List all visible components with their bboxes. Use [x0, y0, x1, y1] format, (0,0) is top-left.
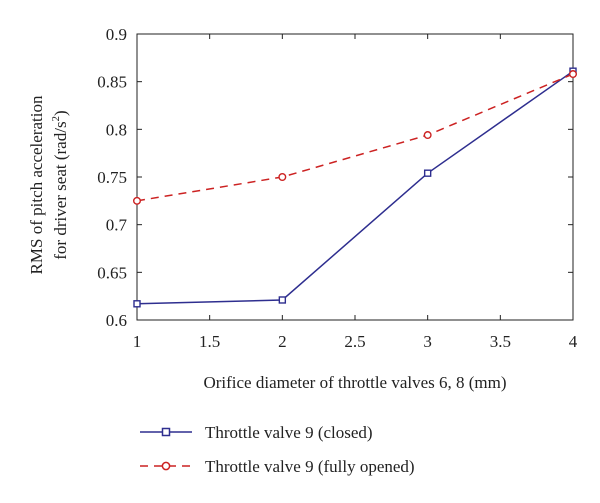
y-axis-label-superscript: 2	[50, 116, 62, 122]
series-line-1	[136, 73, 574, 202]
data-point-square	[133, 300, 141, 308]
x-tick-label: 3.5	[490, 332, 511, 351]
y-tick-label: 0.8	[106, 120, 127, 139]
series-line-0	[136, 70, 574, 305]
legend-label-opened: Throttle valve 9 (fully opened)	[205, 457, 415, 476]
plot-area: 1 1.5 2 2.5 3 3.5 4 0.6 0.65 0.7 0.75 0.8 0.85 0.9	[97, 25, 578, 351]
y-axis-ticks: 0.6 0.65 0.7 0.75 0.8 0.85 0.9	[97, 25, 573, 330]
data-point-circle	[132, 196, 141, 205]
data-point-square	[278, 296, 287, 304]
data-point-circle	[278, 172, 287, 181]
legend-marker-closed	[161, 427, 171, 437]
legend-marker-opened	[161, 461, 171, 471]
x-axis-label: Orifice diameter of throttle valves 6, 8…	[203, 373, 506, 392]
legend-label-closed: Throttle valve 9 (closed)	[205, 423, 373, 442]
data-point-circle	[569, 70, 578, 79]
x-axis-ticks: 1 1.5 2 2.5 3 3.5 4	[133, 34, 578, 351]
legend-item-closed: Throttle valve 9 (closed)	[140, 423, 373, 442]
data-point-circle	[423, 131, 432, 140]
y-tick-label: 0.65	[97, 263, 127, 282]
y-axis-label-line2: for driver seat (rad/s2)	[50, 110, 70, 259]
y-tick-label: 0.6	[106, 311, 127, 330]
series-layer	[132, 67, 578, 308]
y-axis-label-line2-suffix: )	[51, 110, 70, 116]
y-tick-label: 0.85	[97, 73, 127, 92]
x-tick-label: 4	[569, 332, 578, 351]
y-axis-label-line2-prefix: for driver seat (rad/s	[51, 121, 70, 259]
x-tick-label: 3	[423, 332, 432, 351]
plot-frame	[136, 33, 574, 321]
y-axis-label-line1: RMS of pitch acceleration	[27, 95, 46, 274]
x-tick-label: 2	[278, 332, 287, 351]
x-tick-label: 1	[133, 332, 142, 351]
data-point-square	[423, 169, 432, 177]
legend: Throttle valve 9 (closed) Throttle valve…	[140, 423, 415, 476]
legend-item-opened: Throttle valve 9 (fully opened)	[140, 457, 415, 476]
x-tick-label: 2.5	[344, 332, 365, 351]
x-tick-label: 1.5	[199, 332, 220, 351]
y-tick-label: 0.75	[97, 168, 127, 187]
y-tick-label: 0.7	[106, 216, 128, 235]
y-tick-label: 0.9	[106, 25, 127, 44]
